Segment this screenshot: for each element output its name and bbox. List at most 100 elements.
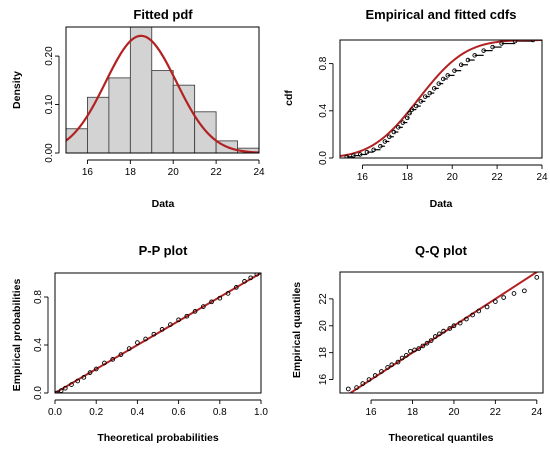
panel-1: Fitted pdf Data Density 16 18 20 22 24 0.00 0.10 0…	[11, 7, 265, 210]
data-point	[484, 304, 490, 310]
data-point	[184, 313, 190, 319]
empirical-point	[364, 149, 370, 155]
plot-area	[345, 272, 540, 393]
x-tick-label: 0.2	[89, 407, 103, 418]
x-tick-label: 24	[536, 172, 548, 183]
data-point	[395, 359, 401, 365]
data-point	[403, 353, 409, 358]
data-point	[135, 340, 140, 345]
empirical-point	[458, 62, 464, 68]
x-axis-label: Theoretical quantiles	[388, 432, 493, 444]
data-point	[87, 370, 93, 375]
empirical-point	[418, 99, 424, 104]
plot-area	[55, 273, 261, 393]
empirical-point	[351, 153, 356, 158]
x-tick-label: 22	[490, 407, 502, 418]
data-point	[143, 336, 148, 342]
chart-title: Q-Q plot	[415, 243, 468, 258]
data-point	[151, 331, 157, 337]
x-tick-label: 1.0	[254, 407, 268, 418]
plot-frame	[54, 272, 262, 394]
empirical-point	[414, 103, 419, 109]
fitted-cdf-curve	[340, 40, 542, 157]
data-point	[62, 385, 68, 391]
data-point	[248, 275, 254, 281]
data-point	[470, 312, 475, 318]
data-point	[447, 326, 453, 331]
data-point	[217, 295, 223, 301]
x-tick-label: 16	[357, 172, 369, 183]
empirical-point	[481, 48, 486, 53]
data-point	[242, 279, 247, 284]
x-tick-label: 24	[253, 167, 265, 178]
data-point	[372, 373, 378, 378]
data-point	[93, 366, 99, 372]
empirical-point	[409, 107, 415, 112]
x-tick-label: 22	[211, 167, 223, 178]
data-point	[437, 331, 442, 337]
x-tick-label: 16	[366, 407, 378, 418]
y-tick-label: 20	[318, 320, 329, 332]
data-point	[233, 285, 239, 290]
data-point	[441, 328, 446, 334]
empirical-point	[472, 53, 477, 58]
x-axis-label: Data	[152, 198, 175, 210]
data-point	[476, 308, 482, 314]
y-tick-label: 18	[318, 347, 329, 359]
panel-3: P-P plot Theoretical probabilities Empiric…	[11, 243, 268, 444]
x-tick-label: 0.4	[130, 407, 144, 418]
empirical-point	[423, 94, 428, 99]
data-point	[69, 382, 74, 387]
histogram-bar	[151, 70, 174, 153]
histogram-bar	[194, 111, 217, 153]
data-point	[424, 340, 430, 346]
data-point	[126, 346, 132, 351]
data-point	[428, 338, 434, 343]
data-point	[159, 327, 165, 332]
data-point	[501, 295, 506, 300]
histogram-bar	[87, 96, 110, 153]
reference-line	[55, 273, 261, 393]
x-tick-label: 16	[82, 167, 94, 178]
empirical-point	[405, 115, 410, 121]
x-tick-label: 18	[402, 172, 414, 183]
x-axis-label: Data	[430, 198, 453, 210]
data-point	[55, 390, 60, 393]
plot-frame	[339, 271, 544, 394]
y-axis-label: Empirical quantiles	[291, 282, 303, 378]
data-point	[354, 385, 359, 390]
y-tick-label: 0.4	[318, 103, 329, 117]
data-point	[432, 334, 438, 339]
data-point	[522, 288, 527, 294]
data-point	[366, 377, 372, 382]
data-point	[408, 348, 413, 354]
data-point	[225, 291, 231, 296]
data-point	[385, 365, 390, 370]
fitted-density-curve	[66, 34, 259, 153]
y-axis-label: cdf	[283, 90, 295, 106]
data-point	[493, 299, 498, 304]
data-point	[379, 369, 384, 374]
x-tick-label: 20	[447, 172, 459, 183]
x-tick-label: 0.0	[48, 407, 62, 418]
x-tick-label: 22	[492, 172, 504, 183]
y-tick-label: 0.0	[318, 151, 329, 165]
histogram-bar	[129, 27, 153, 153]
empirical-point	[436, 81, 442, 86]
y-axis-label: Density	[11, 71, 23, 109]
data-point	[464, 316, 469, 322]
x-tick-label: 18	[125, 167, 137, 178]
panel-4: Q-Q plot Theoretical quantiles Empirical q…	[291, 243, 544, 444]
data-point	[360, 381, 366, 386]
data-point	[209, 299, 214, 305]
x-tick-label: 18	[407, 407, 419, 418]
empirical-point	[382, 139, 388, 144]
y-tick-label: 0.4	[33, 338, 44, 352]
y-tick-label: 0.8	[33, 290, 44, 304]
empirical-point	[357, 152, 363, 157]
y-axis-label: Empirical probabilities	[11, 279, 23, 392]
plot-frame	[65, 26, 260, 154]
data-point	[192, 309, 198, 314]
chart-title: P-P plot	[139, 243, 189, 258]
plot-area	[340, 40, 542, 158]
